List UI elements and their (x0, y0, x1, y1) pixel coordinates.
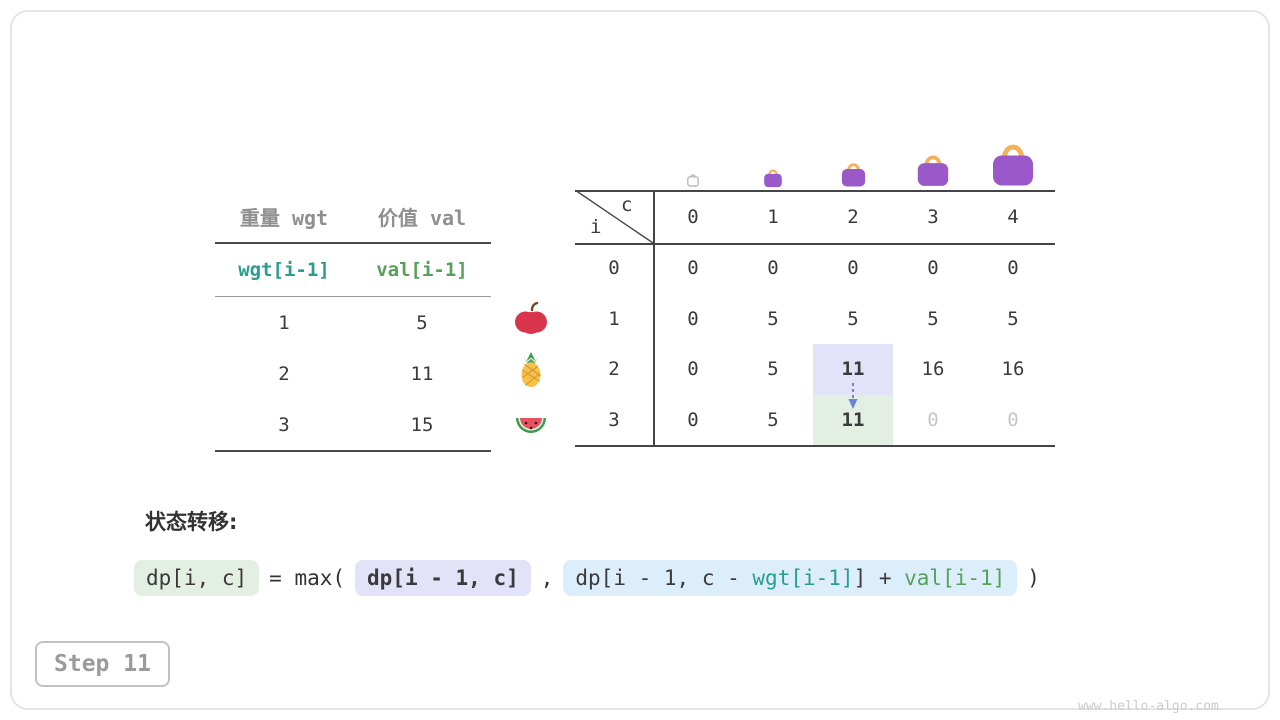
col-header: 1 (767, 205, 779, 228)
corner-row-label: i (590, 216, 602, 238)
dp-cell: 0 (927, 408, 939, 431)
items-table: 重量 wgt 价值 val wgt[i-1] val[i-1] 1 5 2 11… (215, 190, 491, 452)
formula-arg2-prefix: dp[i - 1, c - (575, 566, 753, 590)
divider (215, 296, 491, 297)
dp-cell: 5 (847, 307, 859, 330)
corner-diagonal-line (575, 190, 653, 243)
formula-lhs-chip: dp[i, c] (134, 560, 260, 596)
row-header: 1 (608, 307, 620, 330)
formula-arg2-wgt: wgt[i-1] (752, 566, 854, 590)
dp-cell: 5 (767, 307, 779, 330)
bag-capacity-icons (653, 130, 1053, 188)
dp-cell: 0 (687, 257, 699, 280)
item-row: 3 15 (215, 399, 491, 450)
transition-arrow-icon (848, 383, 858, 409)
formula-closing-paren: ) (1027, 566, 1040, 590)
watermelon-icon (513, 404, 549, 442)
item-row: 2 11 (215, 348, 491, 399)
dp-row-1: 1 0 5 5 5 5 (575, 294, 1053, 345)
items-col-weight-header: 重量 wgt (239, 205, 329, 230)
bag-icon-empty (653, 170, 733, 188)
dp-row-0: 0 0 0 0 0 0 (575, 243, 1053, 294)
table-vertical-divider (653, 190, 655, 445)
row-header: 0 (608, 257, 620, 280)
step-badge: Step 11 (35, 641, 170, 687)
dp-cell: 0 (1007, 257, 1019, 280)
dp-cell: 0 (687, 358, 699, 381)
val-formula-cell: val[i-1] (376, 259, 468, 281)
bag-icon-4 (973, 133, 1053, 188)
dp-cell: 0 (687, 408, 699, 431)
table-header-divider (575, 243, 1055, 245)
col-header: 4 (1007, 205, 1019, 228)
state-transition-formula: dp[i, c] = max( dp[i - 1, c] , dp[i - 1,… (134, 560, 1040, 596)
formula-comma: , (540, 566, 554, 590)
dp-cell: 5 (927, 307, 939, 330)
items-col-value-header: 价值 val (377, 205, 467, 230)
dp-table: c i 0 1 2 3 4 0 0 0 0 0 0 1 0 5 5 5 5 2 (575, 130, 1055, 450)
formula-arg2-val: val[i-1] (904, 566, 1006, 590)
watermark: www.hello-algo.com (1078, 699, 1219, 714)
dp-cell: 16 (1001, 358, 1025, 381)
dp-cell: 5 (767, 358, 779, 381)
dp-cell: 5 (1007, 307, 1019, 330)
row-header: 2 (608, 358, 620, 381)
formula-arg2-chip: dp[i - 1, c - wgt[i-1]] + val[i-1] (563, 560, 1018, 596)
state-transition-label: 状态转移: (145, 510, 238, 534)
items-formula-row: wgt[i-1] val[i-1] (215, 244, 491, 296)
dp-row-2: 2 0 5 11 16 16 (575, 344, 1053, 395)
col-header: 2 (847, 205, 859, 228)
dp-row-3: 3 0 5 11 0 0 (575, 394, 1053, 445)
item-weight: 3 (278, 413, 290, 436)
formula-arg2-middle: ] + (853, 566, 905, 590)
bag-icon-1 (733, 164, 813, 188)
dp-cell: 0 (847, 257, 859, 280)
table-border-bottom (575, 445, 1055, 447)
divider (215, 450, 491, 452)
dp-col-headers: 0 1 2 3 4 (653, 190, 1053, 243)
dp-cell: 0 (767, 257, 779, 280)
bag-icon-3 (893, 146, 973, 188)
col-header: 0 (687, 205, 699, 228)
item-value: 5 (416, 311, 428, 334)
dp-cell: 5 (767, 408, 779, 431)
item-value: 15 (410, 413, 434, 436)
col-header: 3 (927, 205, 939, 228)
bag-icon-2 (813, 156, 893, 188)
apple-icon (513, 300, 549, 338)
dp-cell: 16 (921, 358, 945, 381)
table-border-top (575, 190, 1055, 192)
wgt-formula-cell: wgt[i-1] (238, 259, 330, 281)
items-table-header-row: 重量 wgt 价值 val (215, 190, 491, 242)
row-header: 3 (608, 408, 620, 431)
corner-cell: c i (575, 190, 653, 243)
item-row: 1 5 (215, 297, 491, 348)
pineapple-icon (513, 351, 549, 389)
item-value: 11 (410, 362, 434, 385)
dp-cell: 0 (687, 307, 699, 330)
dp-cell: 0 (927, 257, 939, 280)
corner-col-label: c (621, 194, 633, 216)
formula-arg1-chip: dp[i - 1, c] (355, 560, 531, 596)
dp-cell-source-highlight: 11 (813, 344, 893, 395)
divider (215, 242, 491, 244)
item-weight: 1 (278, 311, 290, 334)
item-weight: 2 (278, 362, 290, 385)
formula-equals-max: = max( (269, 566, 346, 590)
dp-cell: 0 (1007, 408, 1019, 431)
